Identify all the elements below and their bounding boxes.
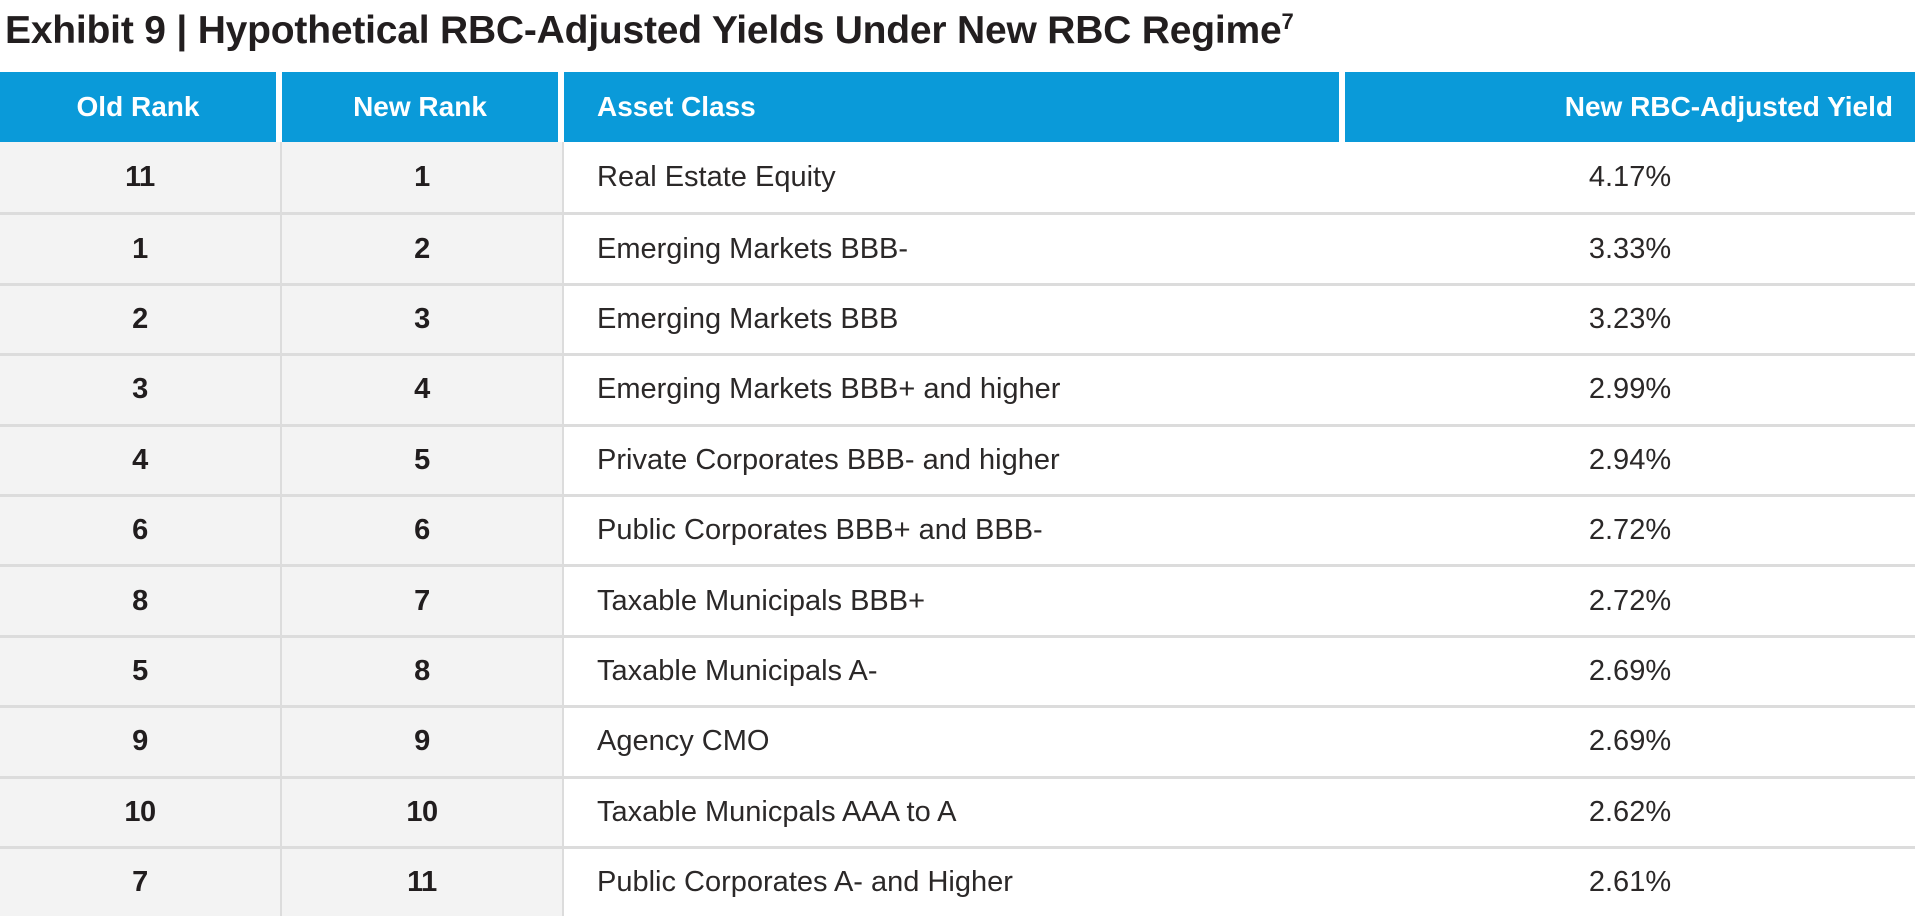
new-rank-cell: 9 [282,708,564,776]
table-row: 7 11 Public Corporates A- and Higher 2.6… [0,845,1915,917]
header-asset-class: Asset Class [564,72,1345,142]
yield-cell: 3.23% [1345,285,1915,354]
new-rank-cell: 10 [282,778,564,846]
yield-cell: 3.33% [1345,215,1915,283]
new-rank-cell: 1 [282,142,564,213]
asset-class-cell: Private Corporates BBB- and higher [564,426,1345,494]
table-row: 2 3 Emerging Markets BBB 3.23% [0,282,1915,354]
old-rank-cell: 11 [0,142,282,213]
yield-cell: 2.94% [1345,426,1915,494]
page-title-text: Exhibit 9 | Hypothetical RBC-Adjusted Yi… [5,9,1282,52]
asset-class-cell: Public Corporates BBB+ and BBB- [564,496,1345,565]
old-rank-cell: 9 [0,708,282,776]
asset-class-cell: Public Corporates A- and Higher [564,848,1345,917]
old-rank-cell: 2 [0,285,282,354]
old-rank-cell: 7 [0,848,282,917]
table-row: 4 5 Private Corporates BBB- and higher 2… [0,423,1915,494]
yield-cell: 2.72% [1345,496,1915,565]
asset-class-cell: Emerging Markets BBB+ and higher [564,356,1345,424]
new-rank-cell: 4 [282,356,564,424]
asset-class-cell: Emerging Markets BBB [564,285,1345,354]
footnote-marker: 7 [1281,9,1294,34]
page-title: Exhibit 9 | Hypothetical RBC-Adjusted Yi… [0,0,1915,54]
table-row: 1 2 Emerging Markets BBB- 3.33% [0,212,1915,283]
old-rank-cell: 4 [0,426,282,494]
new-rank-cell: 8 [282,637,564,706]
new-rank-cell: 2 [282,215,564,283]
table-row: 5 8 Taxable Municipals A- 2.69% [0,634,1915,706]
yield-cell: 2.99% [1345,356,1915,424]
new-rank-cell: 3 [282,285,564,354]
yield-cell: 4.17% [1345,142,1915,213]
asset-class-cell: Emerging Markets BBB- [564,215,1345,283]
yield-cell: 2.69% [1345,708,1915,776]
header-old-rank: Old Rank [0,72,282,142]
old-rank-cell: 3 [0,356,282,424]
old-rank-cell: 1 [0,215,282,283]
yield-cell: 2.61% [1345,848,1915,917]
yield-cell: 2.69% [1345,637,1915,706]
asset-class-cell: Real Estate Equity [564,142,1345,213]
new-rank-cell: 7 [282,567,564,635]
asset-class-cell: Taxable Municpals AAA to A [564,778,1345,846]
table-row: 9 9 Agency CMO 2.69% [0,705,1915,776]
new-rank-cell: 11 [282,848,564,917]
yield-table: Old Rank New Rank Asset Class New RBC-Ad… [0,72,1915,917]
table-row: 11 1 Real Estate Equity 4.17% [0,142,1915,213]
table-header-row: Old Rank New Rank Asset Class New RBC-Ad… [0,72,1915,142]
table-row: 6 6 Public Corporates BBB+ and BBB- 2.72… [0,493,1915,565]
header-rbc-adjusted-yield: New RBC-Adjusted Yield [1345,72,1915,142]
table-body: 11 1 Real Estate Equity 4.17% 1 2 Emergi… [0,142,1915,917]
table-row: 10 10 Taxable Municpals AAA to A 2.62% [0,775,1915,846]
table-row: 3 4 Emerging Markets BBB+ and higher 2.9… [0,353,1915,424]
old-rank-cell: 6 [0,496,282,565]
header-new-rank: New Rank [282,72,564,142]
yield-cell: 2.62% [1345,778,1915,846]
new-rank-cell: 6 [282,496,564,565]
table-row: 8 7 Taxable Municipals BBB+ 2.72% [0,564,1915,635]
asset-class-cell: Taxable Municipals BBB+ [564,567,1345,635]
old-rank-cell: 5 [0,637,282,706]
old-rank-cell: 10 [0,778,282,846]
asset-class-cell: Agency CMO [564,708,1345,776]
old-rank-cell: 8 [0,567,282,635]
new-rank-cell: 5 [282,426,564,494]
yield-cell: 2.72% [1345,567,1915,635]
asset-class-cell: Taxable Municipals A- [564,637,1345,706]
